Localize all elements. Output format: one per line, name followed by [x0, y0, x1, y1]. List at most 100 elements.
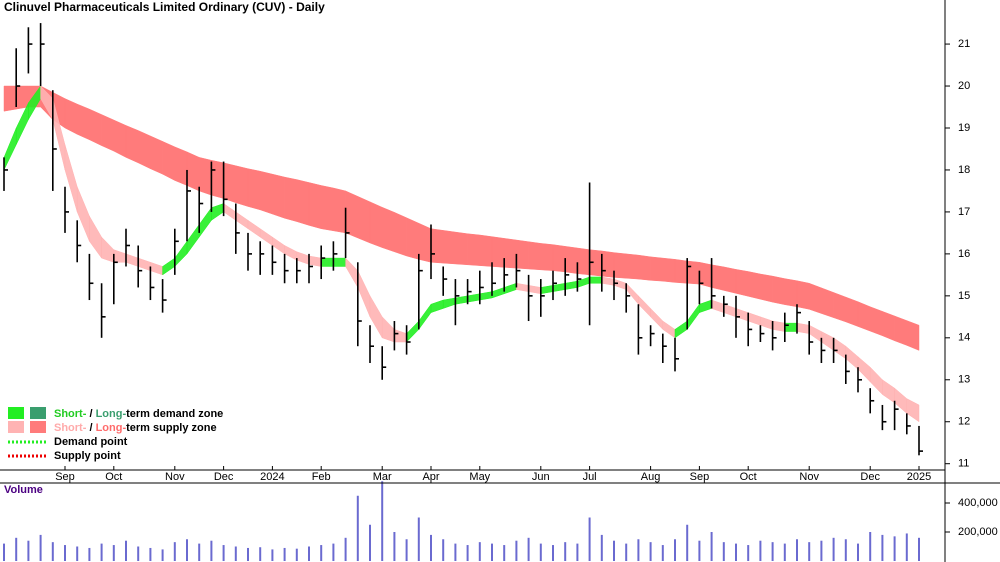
volume-bar: [503, 545, 506, 561]
legend: Short- / Long-term demand zone Short- / …: [8, 407, 223, 462]
volume-bar: [649, 542, 652, 561]
long-zone-segment: [211, 159, 224, 199]
x-tick-label: 2024: [260, 471, 284, 483]
volume-bar: [417, 517, 420, 561]
long-zone-segment: [15, 85, 29, 110]
volume-bar: [3, 543, 5, 561]
long-zone-segment: [833, 292, 847, 323]
volume-bar: [442, 539, 445, 561]
long-zone-segment: [735, 269, 749, 297]
volume-bar: [783, 543, 786, 561]
x-tick-label: Apr: [422, 471, 439, 483]
volume-bar: [747, 545, 750, 561]
volume-bar: [564, 542, 567, 561]
volume-bar: [625, 543, 628, 561]
volume-bar: [771, 542, 774, 561]
volume-bar: [491, 543, 493, 561]
volume-bar: [454, 543, 457, 561]
x-tick-label: Oct: [105, 471, 122, 483]
chart-title: Clinuvel Pharmaceuticals Limited Ordinar…: [4, 0, 325, 14]
long-zone-segment: [357, 196, 371, 244]
long-zone-segment: [150, 135, 163, 175]
long-zone-segment: [125, 125, 139, 164]
long-zone-segment: [747, 271, 761, 300]
short-zone-segment: [906, 398, 920, 423]
long-zone-segment: [430, 228, 444, 264]
long-zone-segment: [442, 230, 456, 265]
long-zone-segment: [479, 234, 493, 267]
y-tick-label: 12: [958, 416, 970, 428]
long-zone-segment: [638, 254, 651, 281]
volume-bar: [735, 543, 737, 561]
x-tick-label: Mar: [373, 471, 392, 483]
volume-panel: [3, 481, 920, 561]
volume-bar: [637, 539, 640, 561]
volume-bar: [344, 537, 347, 561]
volume-label: Volume: [4, 484, 43, 496]
volume-bar: [539, 543, 542, 561]
long-zone-segment: [552, 244, 566, 273]
x-tick-label: Nov: [799, 471, 819, 483]
y-tick-label: 13: [958, 374, 970, 386]
legend-part: Short-: [54, 422, 87, 434]
long-zone-segment: [406, 217, 420, 260]
legend-part: term supply zone: [126, 422, 216, 434]
y-tick-label: 16: [958, 248, 970, 260]
long-zone-segment: [686, 260, 700, 285]
volume-bar: [832, 537, 835, 561]
volume-bar: [869, 532, 872, 561]
legend-part: Short-: [54, 408, 87, 420]
legend-label: Short- / Long-term demand zone: [54, 408, 223, 420]
volume-bar: [588, 517, 591, 561]
volume-bar: [173, 542, 176, 561]
x-tick-label: Sep: [690, 471, 710, 483]
volume-bar: [186, 539, 188, 561]
long-zone-segment: [296, 179, 310, 226]
long-zone-segment: [247, 168, 261, 211]
volume-bar: [161, 549, 164, 561]
long-zone-segment: [101, 114, 115, 152]
volume-bar: [369, 524, 371, 561]
volume-bar: [759, 540, 762, 561]
volume-bar: [381, 481, 384, 561]
long-zone-segment: [174, 146, 188, 186]
legend-part: /: [86, 408, 95, 420]
volume-bar: [51, 542, 54, 561]
volume-bar: [210, 540, 213, 561]
volume-bar: [893, 536, 896, 561]
legend-swatch: [8, 407, 24, 419]
long-zone-segment: [333, 187, 346, 234]
volume-bar: [515, 540, 518, 561]
x-tick-label: Jul: [583, 471, 597, 483]
long-zone-segment: [308, 182, 322, 230]
x-tick-label: Sep: [55, 471, 75, 483]
long-zone-segment: [113, 119, 127, 158]
volume-bar: [27, 540, 30, 561]
long-zone-segment: [772, 275, 786, 305]
volume-bar: [710, 532, 713, 561]
volume-bar: [686, 524, 689, 561]
volume-bar: [698, 540, 701, 561]
long-zone-segment: [601, 250, 615, 278]
volume-bar: [674, 539, 676, 561]
volume-bar: [125, 540, 127, 561]
long-zone-segment: [76, 103, 90, 141]
x-tick-label: 2025: [907, 471, 931, 483]
long-zone-segment: [284, 176, 298, 222]
y-tick-label: 15: [958, 290, 970, 302]
short-zone-segment: [333, 257, 346, 267]
long-zone-segment: [577, 247, 590, 276]
long-zone-segment: [455, 231, 468, 266]
volume-bar: [857, 543, 859, 561]
long-zone-segment: [564, 246, 578, 274]
long-zone-segment: [418, 222, 432, 263]
x-tick-label: Nov: [165, 471, 185, 483]
long-zone-segment: [89, 108, 102, 147]
long-zone-segment: [528, 241, 542, 271]
long-zone-segment: [467, 233, 481, 266]
long-zone-segment: [64, 98, 78, 135]
long-zone-segment: [723, 266, 737, 294]
long-zone-segment: [760, 273, 773, 303]
candles: [3, 23, 923, 456]
